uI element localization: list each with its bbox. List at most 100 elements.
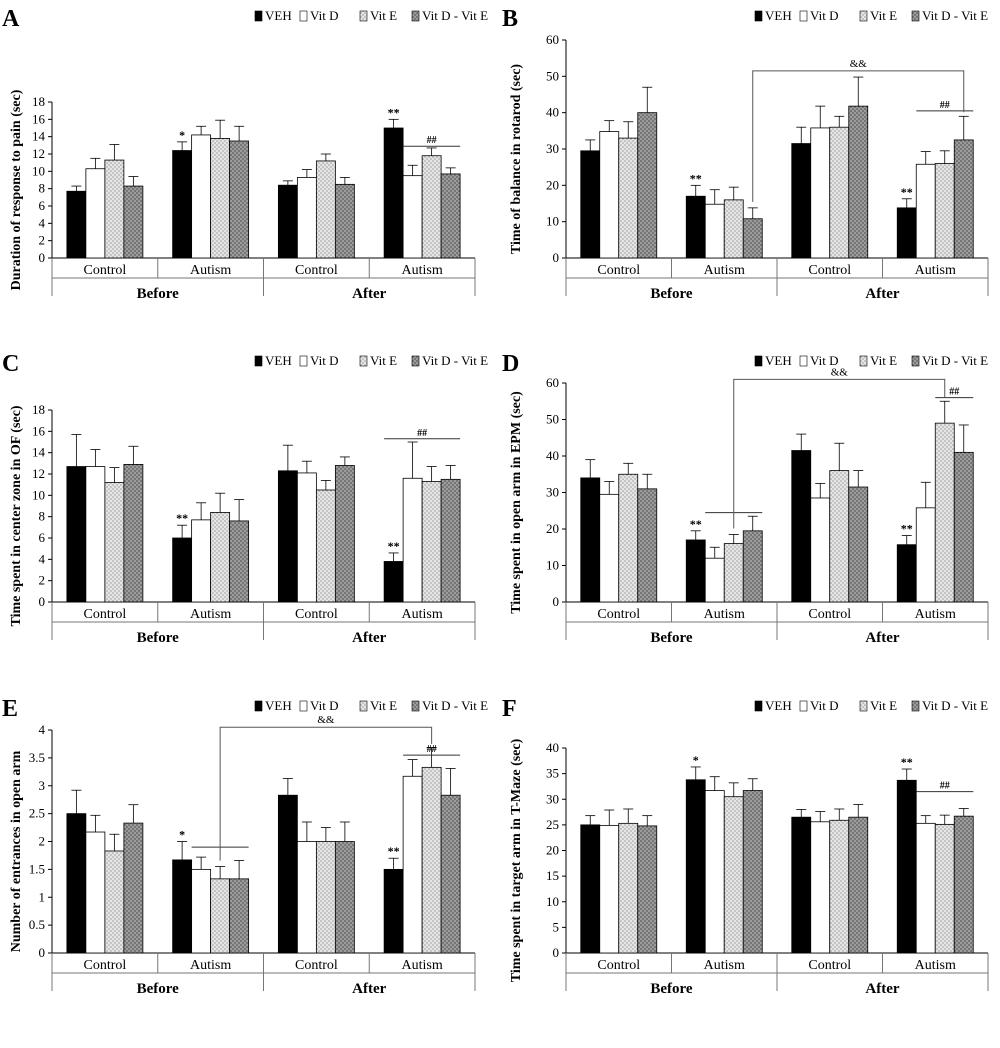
y-axis-label: Time spent in open arm in EPM (sec) [509,391,524,614]
y-axis-label: Time spent in target arm in T-Maze (sec) [509,738,524,982]
bar [210,137,231,259]
panel-letter: A [2,6,20,32]
significance-mark: ** [901,755,913,769]
y-tick-label: 40 [546,448,559,463]
y-tick-label: 0 [553,945,560,960]
bar [791,143,812,259]
bar [402,775,423,954]
y-tick-label: 8 [39,509,46,524]
bar [618,137,639,259]
category-label: Autism [915,607,956,622]
y-tick-label: 40 [546,105,559,120]
bar [896,207,917,259]
bar [742,218,763,259]
legend-swatch [299,10,308,22]
bar [915,822,936,954]
category-label: Autism [190,263,231,278]
bar [791,450,812,603]
bar [85,831,106,954]
bar [742,790,763,954]
legend-label: VEH [765,698,792,713]
significance-mark: ** [901,185,913,199]
category-label: Autism [190,958,231,973]
category-label: Autism [915,958,956,973]
legend-swatch [859,355,868,367]
panel-letter: E [2,696,18,722]
y-tick-label: 3 [39,778,46,793]
long-comparison-label: && [317,714,335,726]
bar [172,150,193,259]
bar [229,520,250,603]
bar [440,173,461,259]
legend-label: Vit D - Vit E [922,8,988,23]
bar [123,185,144,259]
bar [580,824,601,954]
comparison-label: ## [940,781,950,792]
legend-swatch [254,10,263,22]
y-tick-label: 25 [546,817,559,832]
bar [440,478,461,603]
significance-mark: * [179,128,185,142]
y-tick-label: 5 [553,919,560,934]
bar [191,134,212,259]
bar [296,472,317,603]
significance-mark: ** [690,517,702,531]
bar [421,481,442,603]
legend-label: Vit D - Vit E [922,353,988,368]
legend-label: VEH [765,8,792,23]
bar [191,519,212,603]
significance-mark: ** [388,105,400,119]
bar [383,127,404,259]
bar [315,160,336,259]
category-label: Autism [704,263,745,278]
legend-label: Vit E [870,8,897,23]
bar [704,203,725,259]
group-label: After [865,630,899,646]
y-tick-label: 15 [546,868,559,883]
y-tick-label: 50 [546,68,559,83]
legend-label: Vit D [310,8,338,23]
bar [915,507,936,603]
bar [421,155,442,259]
bar [210,512,231,603]
legend-swatch [911,700,920,712]
category-label: Autism [915,263,956,278]
y-tick-label: 1 [39,889,46,904]
bar [829,126,850,259]
category-label: Control [83,263,126,278]
bar [637,112,658,259]
bar [277,794,298,954]
y-tick-label: 0.5 [29,917,45,932]
significance-mark: ** [388,539,400,553]
bar [810,127,831,259]
legend-swatch [359,700,368,712]
bar [172,537,193,603]
bar [704,790,725,954]
legend-swatch [911,355,920,367]
y-tick-label: 0 [39,250,46,265]
bar [953,139,974,259]
bar [334,841,355,954]
category-label: Control [808,263,851,278]
legend-swatch [799,700,808,712]
chart-panel-c: C VEH Vit D Vit E Vit D - Vit E 0 2 4 6 8 10 12 14 16… [2,351,488,646]
bar [637,488,658,603]
y-tick-label: 2 [39,834,46,849]
bar [618,473,639,603]
bar [172,859,193,954]
y-tick-label: 0 [553,594,560,609]
legend-swatch [799,355,808,367]
bar [402,175,423,259]
y-tick-label: 60 [546,32,559,47]
long-comparison-bracket [752,70,965,202]
chart-panel-d: D VEH Vit D Vit E Vit D - Vit E 0 10 20 30 40 50 60… [502,351,989,646]
significance-mark: ** [388,844,400,858]
legend-label: Vit D - Vit E [422,698,488,713]
bar [191,868,212,954]
y-tick-label: 30 [546,485,559,500]
y-tick-label: 16 [32,111,46,126]
bar [104,850,125,954]
y-axis-label: Time of balance in rotarod (sec) [509,64,524,254]
long-comparison-bracket [219,726,433,861]
